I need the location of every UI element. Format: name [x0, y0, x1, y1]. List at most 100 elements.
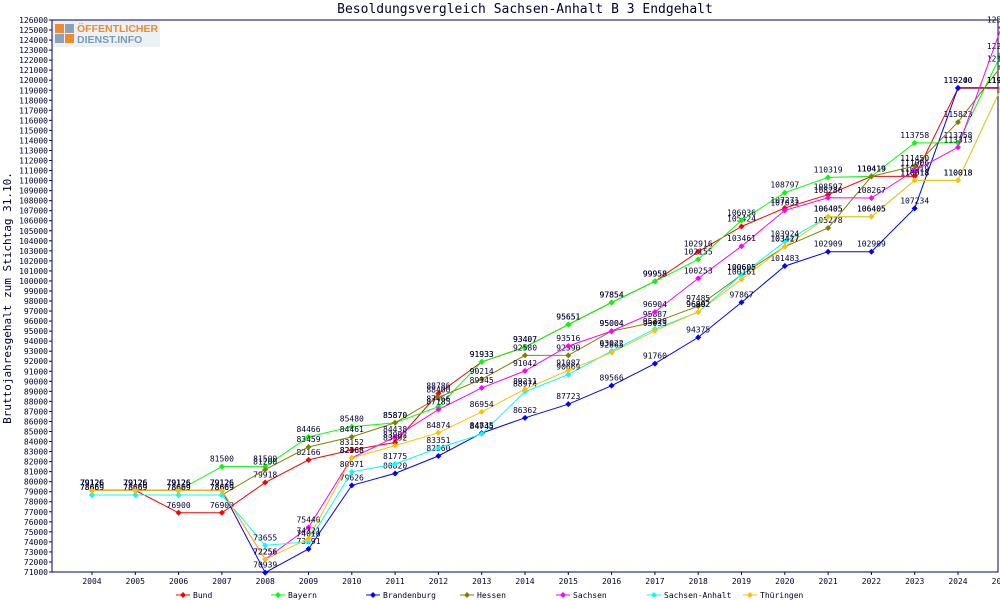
data-label: 87723	[556, 392, 580, 401]
data-point	[955, 119, 961, 126]
data-label: 79126	[210, 478, 234, 487]
data-label: 113758	[944, 131, 973, 140]
data-label: 86362	[513, 406, 537, 415]
data-label: 72256	[253, 547, 277, 556]
data-point	[435, 406, 442, 413]
series-layer: 7912679126769007690079918821668315283902…	[80, 16, 1000, 576]
data-label: 101483	[770, 254, 799, 263]
legend-label: Hessen	[477, 591, 506, 600]
data-point	[305, 456, 312, 463]
data-point	[738, 299, 745, 306]
data-point	[218, 487, 225, 494]
data-point	[522, 352, 528, 359]
x-tick-label: 2013	[472, 577, 491, 586]
y-tick-label: 75000	[24, 528, 48, 537]
data-label: 73655	[253, 533, 277, 542]
legend-label: Sachsen-Anhalt	[664, 591, 732, 600]
data-point	[435, 390, 442, 397]
data-point	[89, 492, 95, 499]
data-point	[478, 431, 485, 438]
data-point	[868, 213, 875, 220]
data-point	[695, 309, 702, 316]
data-label: 82368	[340, 446, 364, 455]
data-label: 89345	[470, 376, 494, 385]
data-point	[392, 442, 399, 449]
data-point	[781, 189, 788, 196]
data-label: 102155	[684, 247, 713, 256]
y-tick-label: 121000	[19, 66, 48, 75]
data-label: 79918	[253, 470, 277, 479]
x-tick-label: 2020	[775, 577, 794, 586]
plot-frame	[51, 19, 999, 573]
data-point	[522, 344, 528, 351]
data-label: 103924	[770, 230, 799, 239]
data-point	[825, 174, 832, 181]
data-label: 111006	[900, 158, 929, 167]
legend-label: Thüringen	[760, 591, 804, 600]
data-label: 102916	[684, 240, 713, 249]
y-tick-label: 102000	[19, 257, 48, 266]
y-tick-label: 71000	[24, 568, 48, 577]
y-tick-label: 90000	[24, 377, 48, 386]
data-point	[825, 194, 832, 201]
legend-swatch-marker	[370, 592, 376, 598]
data-point	[781, 263, 788, 270]
legend-item: Brandenburg	[366, 591, 436, 600]
data-label: 92580	[513, 343, 537, 352]
data-point	[262, 556, 269, 563]
x-tick-label: 2016	[602, 577, 621, 586]
data-label: 74016	[296, 530, 320, 539]
legend-swatch-marker	[275, 592, 281, 598]
y-tick-label: 81000	[24, 468, 48, 477]
data-label: 82368	[340, 446, 364, 455]
data-label: 79126	[123, 478, 147, 487]
data-point	[565, 352, 572, 359]
data-label: 72256	[253, 547, 277, 556]
data-label: 84461	[340, 425, 364, 434]
data-label: 107271	[770, 196, 799, 205]
data-label: 95651	[556, 313, 580, 322]
data-point	[695, 303, 702, 310]
data-point	[868, 248, 875, 255]
data-point	[262, 542, 269, 549]
data-label: 91042	[513, 359, 537, 368]
data-point	[218, 463, 225, 470]
y-tick-label: 84000	[24, 438, 48, 447]
y-tick-label: 105000	[19, 227, 48, 236]
data-label: 105278	[814, 216, 843, 225]
y-tick-label: 120000	[19, 76, 48, 85]
data-point	[262, 569, 269, 576]
data-point	[911, 173, 918, 180]
data-point	[911, 167, 918, 174]
y-tick-label: 83000	[24, 448, 48, 457]
data-label: 121383	[987, 54, 1000, 63]
data-label: 108597	[814, 183, 843, 192]
data-label: 79126	[167, 478, 191, 487]
data-label: 84835	[470, 421, 494, 430]
data-point	[911, 205, 918, 212]
y-tick-label: 87000	[24, 407, 48, 416]
data-label: 100161	[727, 267, 756, 276]
data-point	[392, 439, 399, 446]
data-label: 110018	[944, 168, 973, 177]
data-point	[175, 492, 182, 499]
data-label: 70939	[253, 561, 277, 570]
y-tick-label: 88000	[24, 397, 48, 406]
x-tick-label: 2012	[429, 577, 448, 586]
data-label: 119240	[944, 76, 973, 85]
x-axis: 2004 2005 2006 2007 2008 2009 2010 2011 2012 2013…	[82, 572, 1000, 586]
data-label: 93022	[600, 339, 624, 348]
data-label: 113758	[900, 131, 929, 140]
series-line	[92, 67, 1000, 496]
x-tick-label: 2014	[515, 577, 534, 586]
data-label: 103461	[727, 234, 756, 243]
data-label: 107032	[770, 198, 799, 207]
data-point	[738, 276, 745, 283]
data-label: 106405	[814, 205, 843, 214]
y-tick-label: 104000	[19, 237, 48, 246]
data-label: 110018	[900, 168, 929, 177]
x-tick-label: 2005	[126, 577, 145, 586]
data-label: 79126	[167, 478, 191, 487]
series-sachsen-anhalt: 7866978669786697866973655740168097181775…	[80, 76, 1000, 549]
data-label: 93407	[513, 335, 537, 344]
